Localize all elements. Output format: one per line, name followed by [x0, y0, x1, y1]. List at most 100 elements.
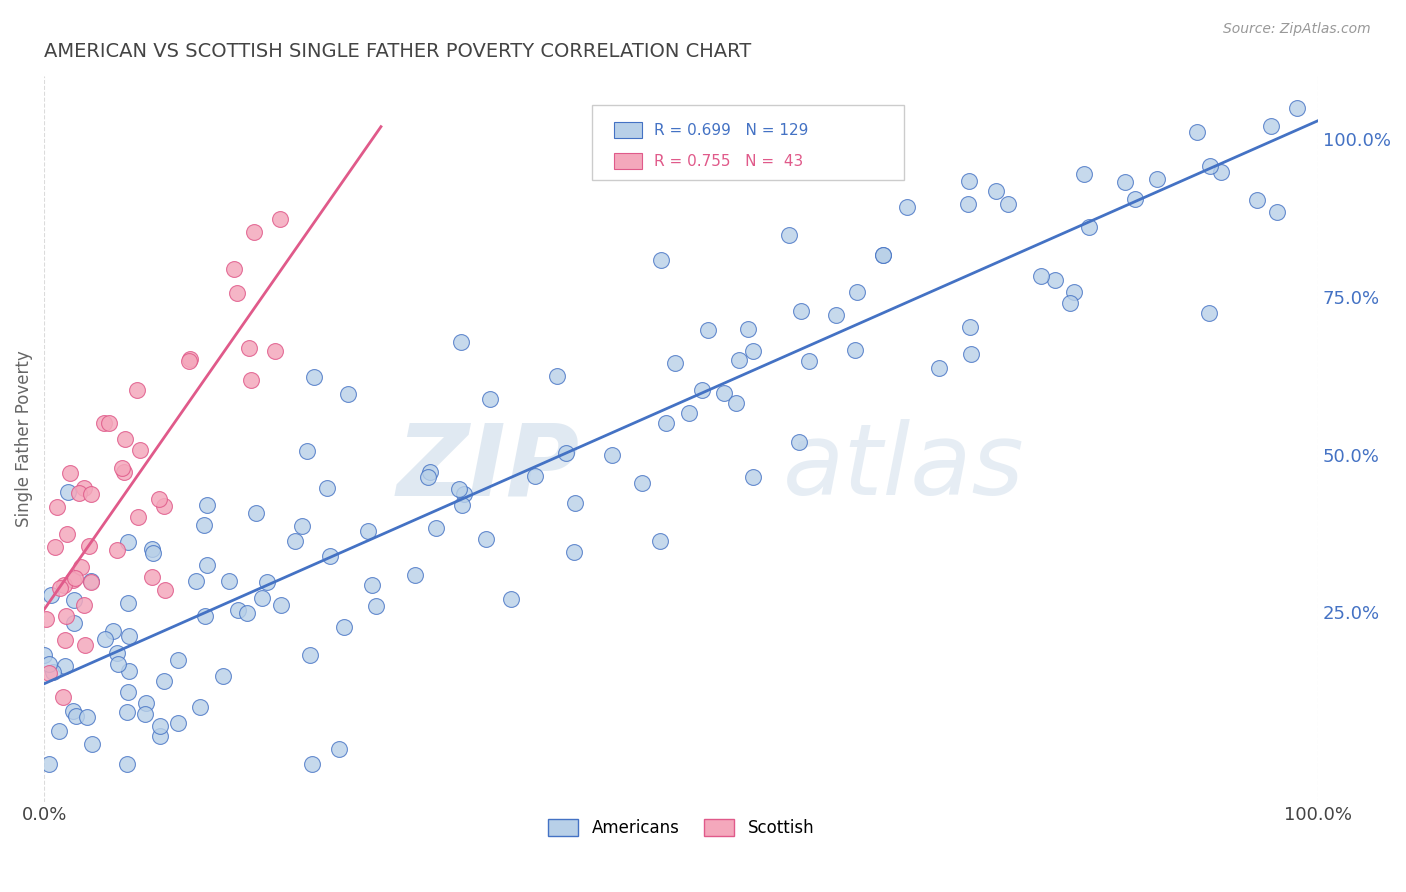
- Text: AMERICAN VS SCOTTISH SINGLE FATHER POVERTY CORRELATION CHART: AMERICAN VS SCOTTISH SINGLE FATHER POVER…: [44, 42, 751, 61]
- Point: [1029, 269, 1052, 284]
- Point: [337, 387, 360, 401]
- Text: ZIP: ZIP: [396, 419, 579, 516]
- Point: [1260, 120, 1282, 134]
- Point: [742, 469, 765, 483]
- Point: [1114, 175, 1136, 189]
- Point: [98, 416, 121, 430]
- Point: [333, 620, 356, 634]
- Text: Source: ZipAtlas.com: Source: ZipAtlas.com: [1223, 22, 1371, 37]
- Point: [499, 591, 522, 606]
- Point: [316, 481, 339, 495]
- Point: [73, 598, 96, 612]
- Point: [195, 558, 218, 572]
- Point: [32, 648, 55, 662]
- Point: [787, 435, 810, 450]
- Point: [299, 648, 322, 663]
- Point: [117, 685, 139, 699]
- Point: [48, 581, 70, 595]
- Point: [790, 304, 813, 318]
- Point: [70, 560, 93, 574]
- Point: [1063, 285, 1085, 299]
- Point: [564, 545, 586, 559]
- Point: [53, 633, 76, 648]
- Point: [650, 252, 672, 267]
- Point: [690, 383, 713, 397]
- Point: [263, 344, 285, 359]
- Point: [45, 500, 67, 515]
- Point: [1286, 101, 1309, 115]
- Point: [1246, 193, 1268, 207]
- Point: [39, 588, 62, 602]
- Point: [416, 470, 439, 484]
- Point: [211, 669, 233, 683]
- Point: [93, 416, 115, 430]
- Point: [1059, 295, 1081, 310]
- Point: [242, 225, 264, 239]
- Point: [38, 756, 60, 771]
- Point: [697, 323, 720, 337]
- Point: [118, 629, 141, 643]
- Point: [664, 356, 686, 370]
- Point: [284, 533, 307, 548]
- Point: [997, 197, 1019, 211]
- Point: [295, 444, 318, 458]
- Point: [141, 570, 163, 584]
- Point: [218, 574, 240, 588]
- Point: [724, 396, 747, 410]
- Point: [302, 370, 325, 384]
- Point: [94, 632, 117, 647]
- Point: [112, 465, 135, 479]
- Point: [236, 607, 259, 621]
- Point: [1045, 273, 1067, 287]
- Point: [48, 724, 70, 739]
- Point: [103, 624, 125, 638]
- Point: [193, 517, 215, 532]
- Point: [957, 174, 980, 188]
- Point: [111, 461, 134, 475]
- Text: R = 0.755   N =  43: R = 0.755 N = 43: [654, 154, 804, 169]
- Point: [59, 466, 82, 480]
- Point: [450, 334, 472, 349]
- Point: [1187, 125, 1209, 139]
- Point: [245, 506, 267, 520]
- Point: [129, 443, 152, 458]
- Point: [63, 593, 86, 607]
- Point: [291, 519, 314, 533]
- Point: [62, 574, 84, 588]
- Point: [179, 352, 201, 367]
- Point: [153, 673, 176, 688]
- Point: [328, 742, 350, 756]
- Point: [728, 352, 751, 367]
- Point: [648, 533, 671, 548]
- Point: [238, 341, 260, 355]
- Point: [239, 373, 262, 387]
- Point: [678, 406, 700, 420]
- Point: [419, 465, 441, 479]
- Point: [872, 248, 894, 262]
- Point: [226, 603, 249, 617]
- Point: [872, 248, 894, 262]
- Point: [882, 142, 904, 156]
- Point: [117, 535, 139, 549]
- Point: [82, 737, 104, 751]
- Point: [256, 575, 278, 590]
- Point: [1073, 167, 1095, 181]
- Point: [38, 657, 60, 671]
- Point: [127, 510, 149, 524]
- Point: [523, 469, 546, 483]
- Point: [797, 354, 820, 368]
- Legend: Americans, Scottish: Americans, Scottish: [541, 813, 821, 844]
- Point: [896, 200, 918, 214]
- Point: [167, 716, 190, 731]
- Point: [425, 521, 447, 535]
- Point: [1265, 205, 1288, 219]
- Point: [546, 368, 568, 383]
- Point: [1199, 159, 1222, 173]
- Point: [80, 486, 103, 500]
- Point: [142, 546, 165, 560]
- Point: [115, 706, 138, 720]
- Point: [73, 481, 96, 495]
- Point: [846, 285, 869, 299]
- Point: [135, 696, 157, 710]
- Point: [41, 665, 63, 679]
